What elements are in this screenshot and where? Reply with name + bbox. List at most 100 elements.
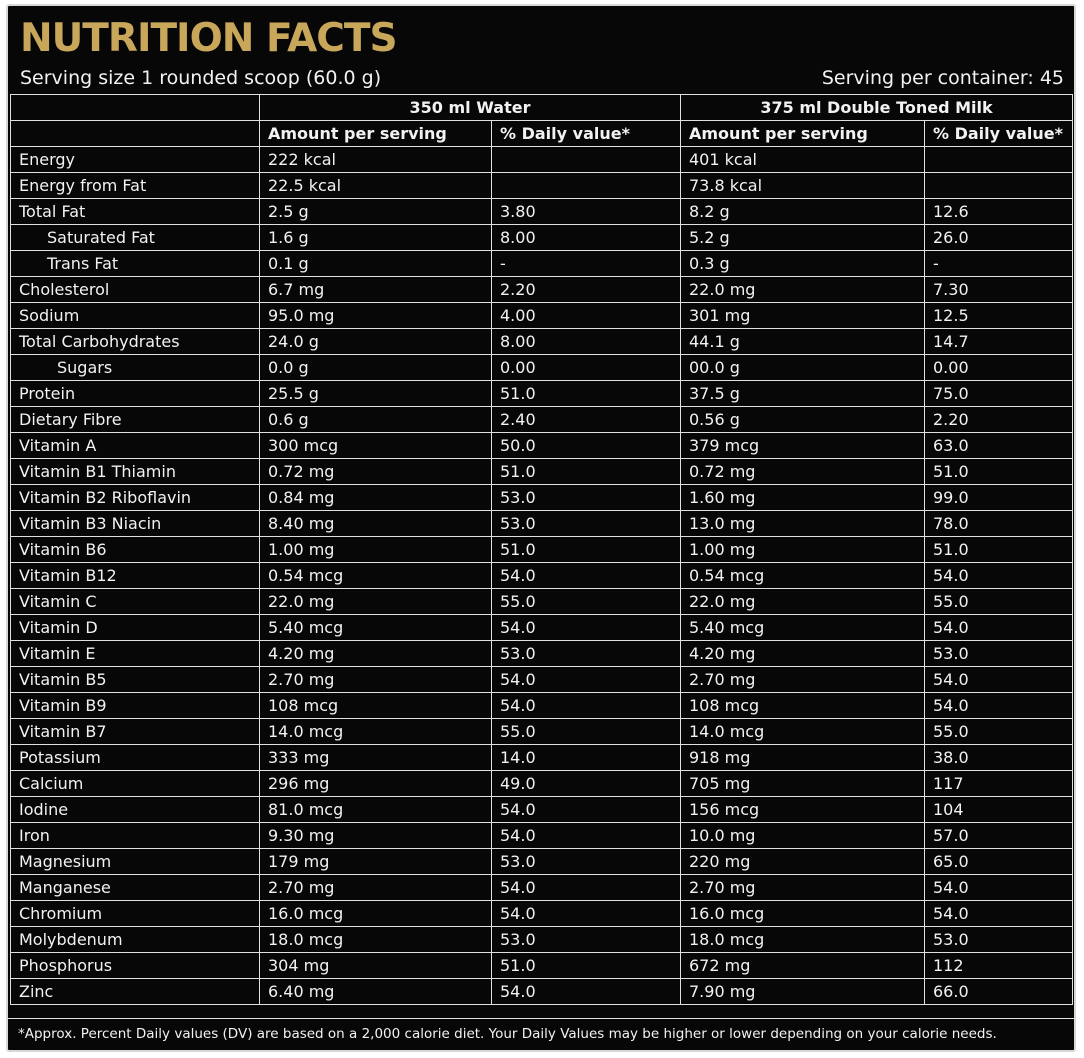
water-amount: 2.70 mg bbox=[259, 874, 492, 901]
milk-amount: 1.60 mg bbox=[680, 484, 925, 511]
milk-daily-value: 0.00 bbox=[923, 354, 1074, 381]
water-daily-value: 49.0 bbox=[491, 770, 681, 797]
milk-daily-value: 54.0 bbox=[923, 874, 1074, 901]
nutrient-name: Sodium bbox=[10, 302, 260, 329]
milk-amount: 13.0 mg bbox=[680, 510, 925, 537]
milk-amount: 0.56 g bbox=[680, 406, 925, 433]
milk-amount: 8.2 g bbox=[680, 198, 925, 225]
water-amount: 22.0 mg bbox=[259, 588, 492, 615]
water-amount: 14.0 mcg bbox=[259, 718, 492, 745]
milk-daily-value: 54.0 bbox=[923, 666, 1074, 693]
nutrient-name: Protein bbox=[10, 380, 260, 407]
water-daily-value bbox=[491, 172, 681, 199]
column-header-milk-dv: % Daily value* bbox=[923, 120, 1074, 147]
milk-amount: 379 mcg bbox=[680, 432, 925, 459]
milk-daily-value: 54.0 bbox=[923, 692, 1074, 719]
water-amount: 0.6 g bbox=[259, 406, 492, 433]
water-amount: 9.30 mg bbox=[259, 822, 492, 849]
water-amount: 1.00 mg bbox=[259, 536, 492, 563]
water-daily-value: 4.00 bbox=[491, 302, 681, 329]
milk-amount: 18.0 mcg bbox=[680, 926, 925, 953]
water-daily-value: 51.0 bbox=[491, 536, 681, 563]
nutrient-name: Vitamin D bbox=[10, 614, 260, 641]
milk-amount: 37.5 g bbox=[680, 380, 925, 407]
water-daily-value: 55.0 bbox=[491, 718, 681, 745]
page-title: NUTRITION FACTS bbox=[20, 16, 398, 61]
nutrient-name: Vitamin B12 bbox=[10, 562, 260, 589]
milk-amount: 0.54 mcg bbox=[680, 562, 925, 589]
water-amount: 296 mg bbox=[259, 770, 492, 797]
nutrient-name: Vitamin B9 bbox=[10, 692, 260, 719]
water-amount: 0.1 g bbox=[259, 250, 492, 277]
nutrient-name: Vitamin B6 bbox=[10, 536, 260, 563]
milk-amount: 2.70 mg bbox=[680, 874, 925, 901]
nutrient-name: Molybdenum bbox=[10, 926, 260, 953]
water-amount: 300 mcg bbox=[259, 432, 492, 459]
milk-amount: 5.2 g bbox=[680, 224, 925, 251]
milk-amount: 73.8 kcal bbox=[680, 172, 925, 199]
water-amount: 1.6 g bbox=[259, 224, 492, 251]
milk-daily-value bbox=[923, 146, 1074, 173]
water-daily-value: 54.0 bbox=[491, 822, 681, 849]
servings-per-container: Serving per container: 45 bbox=[821, 67, 1064, 89]
nutrient-name: Vitamin A bbox=[10, 432, 260, 459]
water-daily-value: 55.0 bbox=[491, 588, 681, 615]
table-row: Potassium 333 mg 14.0 918 mg 38.0 bbox=[10, 744, 1074, 771]
milk-amount: 401 kcal bbox=[680, 146, 925, 173]
water-amount: 6.40 mg bbox=[259, 978, 492, 1005]
table-row: Vitamin B6 1.00 mg 51.0 1.00 mg 51.0 bbox=[10, 536, 1074, 563]
nutrition-rows: Energy 222 kcal 401 kcal Energy from Fat 22.… bbox=[10, 146, 1074, 1005]
water-amount: 2.70 mg bbox=[259, 666, 492, 693]
water-daily-value bbox=[491, 146, 681, 173]
column-header-milk-amount: Amount per serving bbox=[680, 120, 925, 147]
milk-amount: 156 mcg bbox=[680, 796, 925, 823]
nutrient-name: Vitamin C bbox=[10, 588, 260, 615]
milk-daily-value: 7.30 bbox=[923, 276, 1074, 303]
milk-amount: 14.0 mcg bbox=[680, 718, 925, 745]
nutrient-name: Saturated Fat bbox=[10, 224, 260, 251]
nutrient-name: Cholesterol bbox=[10, 276, 260, 303]
nutrient-name: Vitamin E bbox=[10, 640, 260, 667]
table-row: Energy from Fat 22.5 kcal 73.8 kcal bbox=[10, 172, 1074, 199]
nutrient-name: Dietary Fibre bbox=[10, 406, 260, 433]
milk-amount: 00.0 g bbox=[680, 354, 925, 381]
table-row: Vitamin E 4.20 mg 53.0 4.20 mg 53.0 bbox=[10, 640, 1074, 667]
table-row: Phosphorus 304 mg 51.0 672 mg 112 bbox=[10, 952, 1074, 979]
water-daily-value: 54.0 bbox=[491, 614, 681, 641]
milk-amount: 108 mcg bbox=[680, 692, 925, 719]
water-daily-value: 8.00 bbox=[491, 224, 681, 251]
water-amount: 222 kcal bbox=[259, 146, 492, 173]
milk-daily-value: 63.0 bbox=[923, 432, 1074, 459]
nutrient-name: Iron bbox=[10, 822, 260, 849]
milk-daily-value: 14.7 bbox=[923, 328, 1074, 355]
water-amount: 18.0 mcg bbox=[259, 926, 492, 953]
milk-daily-value: 2.20 bbox=[923, 406, 1074, 433]
nutrition-facts-panel: NUTRITION FACTS Serving size 1 rounded s… bbox=[6, 4, 1076, 1052]
water-daily-value: 53.0 bbox=[491, 926, 681, 953]
water-amount: 0.84 mg bbox=[259, 484, 492, 511]
milk-amount: 7.90 mg bbox=[680, 978, 925, 1005]
water-daily-value: 51.0 bbox=[491, 380, 681, 407]
water-daily-value: 53.0 bbox=[491, 848, 681, 875]
water-daily-value: 54.0 bbox=[491, 692, 681, 719]
water-daily-value: 53.0 bbox=[491, 510, 681, 537]
column-header-row: Amount per serving % Daily value* Amount… bbox=[10, 120, 1074, 147]
table-row: Molybdenum 18.0 mcg 53.0 18.0 mcg 53.0 bbox=[10, 926, 1074, 953]
nutrient-name: Sugars bbox=[10, 354, 260, 381]
column-header-water-dv: % Daily value* bbox=[491, 120, 681, 147]
milk-daily-value: 112 bbox=[923, 952, 1074, 979]
table-row: Manganese 2.70 mg 54.0 2.70 mg 54.0 bbox=[10, 874, 1074, 901]
serving-size: Serving size 1 rounded scoop (60.0 g) bbox=[20, 67, 382, 89]
table-row: Vitamin B2 Riboflavin 0.84 mg 53.0 1.60 mg 9… bbox=[10, 484, 1074, 511]
milk-amount: 0.3 g bbox=[680, 250, 925, 277]
table-row: Cholesterol 6.7 mg 2.20 22.0 mg 7.30 bbox=[10, 276, 1074, 303]
table-row: Vitamin B12 0.54 mcg 54.0 0.54 mcg 54.0 bbox=[10, 562, 1074, 589]
water-amount: 179 mg bbox=[259, 848, 492, 875]
water-daily-value: 54.0 bbox=[491, 796, 681, 823]
milk-daily-value: 53.0 bbox=[923, 640, 1074, 667]
empty-header-cell bbox=[10, 94, 260, 121]
water-amount: 6.7 mg bbox=[259, 276, 492, 303]
milk-daily-value: 117 bbox=[923, 770, 1074, 797]
milk-amount: 22.0 mg bbox=[680, 276, 925, 303]
nutrient-name: Vitamin B3 Niacin bbox=[10, 510, 260, 537]
